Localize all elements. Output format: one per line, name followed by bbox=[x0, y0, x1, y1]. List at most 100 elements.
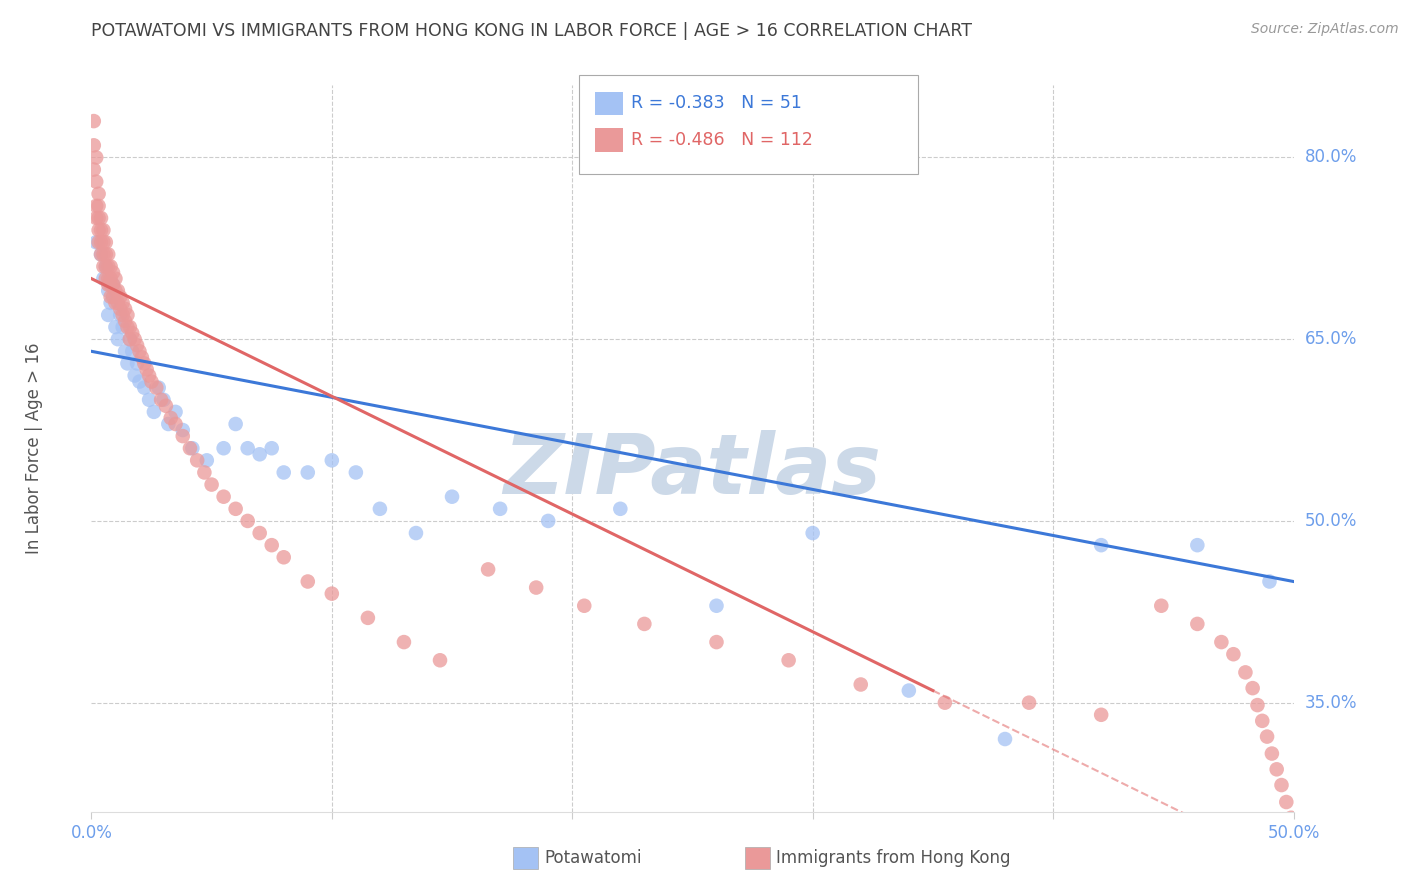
Point bbox=[125, 338, 148, 352]
Point bbox=[107, 284, 129, 298]
Text: Potawatomi: Potawatomi bbox=[544, 849, 641, 867]
Point bbox=[111, 308, 134, 322]
Point bbox=[101, 290, 124, 304]
Point bbox=[100, 271, 122, 285]
Point bbox=[321, 587, 343, 601]
Point bbox=[212, 441, 235, 455]
Text: 35.0%: 35.0% bbox=[1305, 694, 1357, 712]
Point bbox=[489, 501, 512, 516]
Point bbox=[111, 320, 134, 334]
Point bbox=[273, 466, 295, 480]
Point bbox=[131, 351, 153, 365]
Point bbox=[574, 599, 596, 613]
Point bbox=[134, 381, 156, 395]
Point bbox=[1018, 696, 1040, 710]
Point bbox=[159, 411, 181, 425]
Point bbox=[1150, 599, 1173, 613]
Point bbox=[193, 466, 215, 480]
Point bbox=[124, 332, 146, 346]
Point bbox=[297, 466, 319, 480]
Point bbox=[117, 356, 139, 370]
Point bbox=[1090, 538, 1112, 552]
Point bbox=[1270, 778, 1292, 792]
Point bbox=[172, 429, 194, 443]
Point bbox=[114, 344, 136, 359]
Point bbox=[934, 696, 956, 710]
Point bbox=[124, 368, 146, 383]
Point bbox=[117, 308, 139, 322]
Point bbox=[118, 332, 141, 346]
Point bbox=[537, 514, 560, 528]
Point bbox=[90, 211, 112, 225]
Text: In Labor Force | Age > 16: In Labor Force | Age > 16 bbox=[25, 343, 42, 554]
Point bbox=[90, 223, 112, 237]
Point bbox=[104, 284, 127, 298]
Point bbox=[477, 562, 499, 576]
Point bbox=[110, 308, 132, 322]
Point bbox=[1222, 647, 1244, 661]
Point bbox=[93, 223, 115, 237]
Point bbox=[1275, 795, 1298, 809]
Point bbox=[1282, 826, 1305, 840]
Text: 80.0%: 80.0% bbox=[1305, 148, 1357, 167]
Point bbox=[778, 653, 800, 667]
Point bbox=[94, 235, 117, 250]
Point bbox=[121, 344, 143, 359]
Point bbox=[1251, 714, 1274, 728]
Point bbox=[273, 550, 295, 565]
Point bbox=[249, 526, 271, 541]
Point bbox=[125, 356, 148, 370]
Point bbox=[157, 417, 180, 431]
Point bbox=[87, 186, 110, 201]
Point bbox=[100, 260, 122, 274]
Point bbox=[117, 320, 139, 334]
Point bbox=[524, 581, 547, 595]
Point bbox=[155, 399, 177, 413]
Point bbox=[706, 635, 728, 649]
Point bbox=[225, 417, 247, 431]
Point bbox=[84, 211, 107, 225]
Text: 50.0%: 50.0% bbox=[1305, 512, 1357, 530]
Point bbox=[90, 247, 112, 261]
Point bbox=[357, 611, 380, 625]
Point bbox=[212, 490, 235, 504]
Point bbox=[94, 260, 117, 274]
Point bbox=[94, 271, 117, 285]
Point bbox=[1256, 730, 1278, 744]
Point bbox=[93, 271, 115, 285]
Point bbox=[172, 423, 194, 437]
Point bbox=[145, 381, 167, 395]
Point bbox=[609, 501, 631, 516]
Point bbox=[344, 466, 367, 480]
Point bbox=[801, 526, 824, 541]
Text: R = -0.486   N = 112: R = -0.486 N = 112 bbox=[631, 131, 813, 149]
Point bbox=[84, 199, 107, 213]
Point bbox=[165, 417, 187, 431]
Point bbox=[104, 271, 127, 285]
Text: Immigrants from Hong Kong: Immigrants from Hong Kong bbox=[776, 849, 1011, 867]
Point bbox=[405, 526, 427, 541]
Point bbox=[97, 284, 120, 298]
Point bbox=[138, 368, 160, 383]
Point bbox=[135, 362, 157, 376]
Point bbox=[87, 211, 110, 225]
Point bbox=[118, 320, 141, 334]
Point bbox=[249, 447, 271, 461]
Point bbox=[93, 235, 115, 250]
Point bbox=[1241, 681, 1264, 695]
Point bbox=[1279, 811, 1302, 825]
Point bbox=[1234, 665, 1257, 680]
Point bbox=[93, 260, 115, 274]
Point bbox=[97, 308, 120, 322]
Point bbox=[87, 235, 110, 250]
Point bbox=[94, 247, 117, 261]
Point bbox=[84, 235, 107, 250]
Point bbox=[1265, 762, 1288, 776]
Point bbox=[897, 683, 920, 698]
Point bbox=[101, 277, 124, 292]
Point bbox=[111, 295, 134, 310]
Point bbox=[100, 290, 122, 304]
Point bbox=[87, 223, 110, 237]
Point bbox=[148, 381, 170, 395]
Point bbox=[297, 574, 319, 589]
